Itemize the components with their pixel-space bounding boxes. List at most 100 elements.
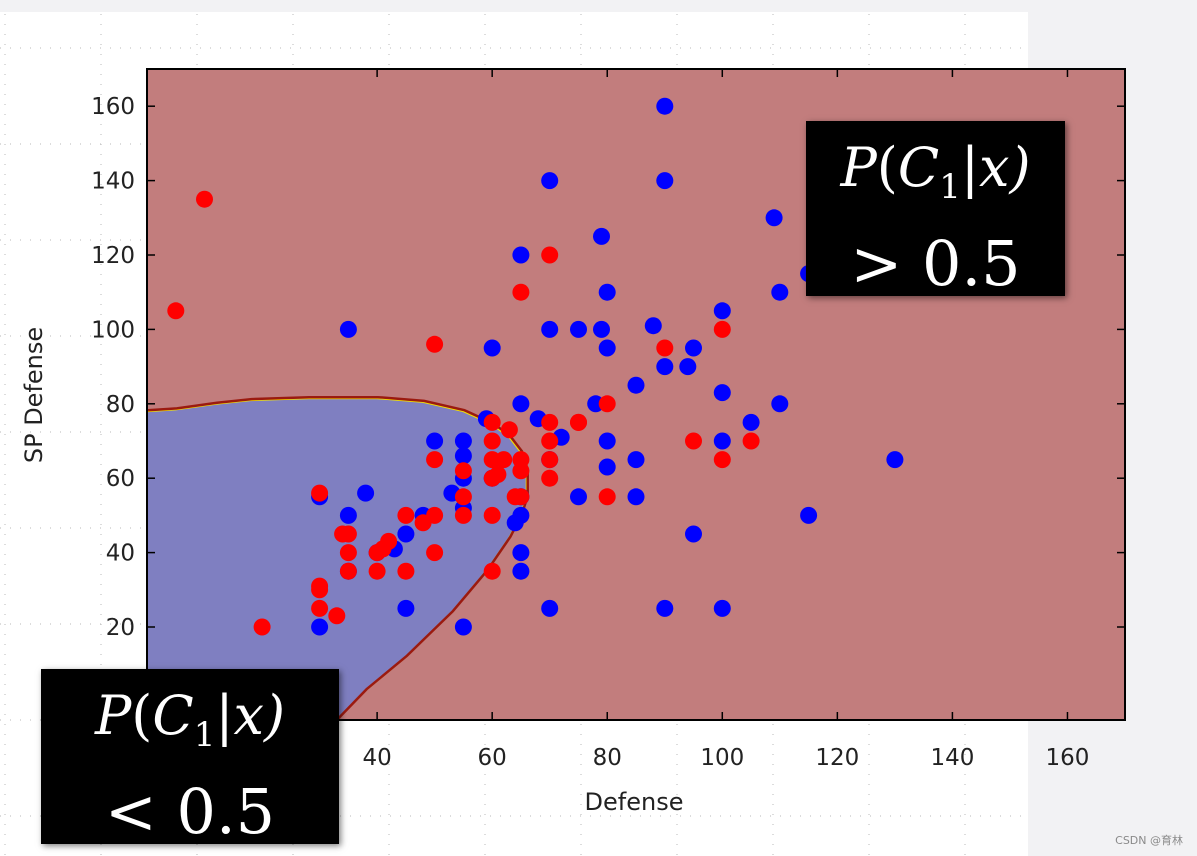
blue-point (713, 302, 731, 320)
red-point (598, 395, 616, 413)
y-tick-label: 60 (106, 466, 135, 492)
red-point (368, 544, 386, 562)
red-point (311, 484, 329, 502)
blue-point (339, 506, 357, 524)
red-point (368, 562, 386, 580)
red-point (483, 506, 501, 524)
blue-point (656, 97, 674, 115)
red-point (454, 488, 472, 506)
red-point (570, 413, 587, 431)
blue-point (357, 484, 375, 502)
blue-point (598, 432, 616, 450)
x-axis-title: Defense (585, 788, 684, 816)
y-tick-label: 100 (91, 317, 135, 343)
blue-point (598, 339, 616, 357)
red-point (339, 562, 357, 580)
probability-formula: P(C1|x) (840, 136, 1031, 207)
red-point (311, 581, 329, 599)
blue-point (570, 320, 587, 338)
blue-point (454, 447, 472, 465)
red-point (167, 302, 185, 320)
blue-point (656, 358, 674, 376)
red-point (483, 562, 501, 580)
plot-frame (146, 68, 1126, 721)
blue-point (397, 599, 415, 617)
x-tick-label: 100 (700, 745, 744, 771)
red-point (713, 320, 731, 338)
blue-point (512, 544, 530, 562)
red-point (397, 562, 415, 580)
probability-label-high: P(C1|x) > 0.5 (806, 121, 1065, 300)
red-point (685, 432, 702, 450)
red-point (483, 432, 501, 450)
red-point (397, 506, 415, 524)
y-tick-label: 80 (106, 392, 135, 418)
blue-point (886, 451, 904, 469)
red-point (495, 451, 513, 469)
blue-point (541, 599, 559, 617)
blue-point (593, 227, 610, 245)
red-point (483, 413, 501, 431)
red-point (541, 469, 559, 487)
blue-point (800, 506, 818, 524)
probability-threshold: < 0.5 (104, 774, 276, 848)
tick-labels: 40 60 80 100 120 140 160 20 40 60 80 100 120 140 160 (91, 94, 1089, 771)
x-tick-label: 120 (815, 745, 859, 771)
blue-point (713, 384, 731, 402)
red-point (339, 525, 357, 543)
red-point (328, 607, 346, 625)
class2-region (147, 398, 527, 720)
blue-point (541, 172, 559, 190)
probability-threshold: > 0.5 (850, 226, 1021, 300)
red-point (541, 432, 559, 450)
blue-point (454, 432, 472, 450)
blue-point (713, 432, 731, 450)
data-points (167, 97, 904, 636)
blue-point (765, 209, 783, 227)
red-point (512, 283, 530, 301)
red-point (426, 544, 444, 562)
red-point (598, 488, 616, 506)
x-tick-label: 80 (593, 745, 622, 771)
blue-point (598, 458, 616, 476)
red-point (713, 451, 731, 469)
red-point (506, 488, 524, 506)
blue-point (685, 339, 702, 357)
decision-boundary (147, 395, 529, 720)
probability-formula: P(C1|x) (94, 684, 286, 755)
blue-point (771, 395, 789, 413)
red-point (541, 246, 559, 264)
blue-point (397, 525, 415, 543)
red-point (489, 466, 507, 483)
blue-point (627, 376, 645, 394)
y-tick-label: 20 (106, 615, 135, 641)
red-point (500, 421, 518, 439)
blue-point (656, 172, 674, 190)
blue-point (771, 283, 789, 301)
red-point (426, 451, 444, 469)
red-point (454, 462, 472, 480)
blue-point (311, 618, 329, 636)
watermark: CSDN @育林 (1115, 834, 1183, 847)
y-axis-title: SP Defense (20, 327, 48, 463)
red-point (541, 451, 559, 469)
probability-label-low: P(C1|x) < 0.5 (41, 669, 339, 848)
blue-point (644, 317, 662, 335)
red-point (196, 190, 213, 208)
blue-point (627, 488, 645, 506)
blue-point (483, 339, 501, 357)
blue-point (679, 358, 697, 376)
axes (146, 68, 1126, 721)
red-point (512, 462, 530, 480)
red-point (742, 432, 760, 450)
y-tick-label: 160 (91, 94, 135, 120)
blue-point (512, 395, 530, 413)
blue-point (541, 320, 559, 338)
blue-point (512, 562, 530, 580)
x-tick-label: 160 (1046, 745, 1090, 771)
blue-point (512, 246, 530, 264)
x-tick-label: 140 (930, 745, 974, 771)
y-tick-label: 120 (91, 243, 135, 269)
blue-point (685, 525, 702, 543)
red-point (426, 335, 444, 353)
